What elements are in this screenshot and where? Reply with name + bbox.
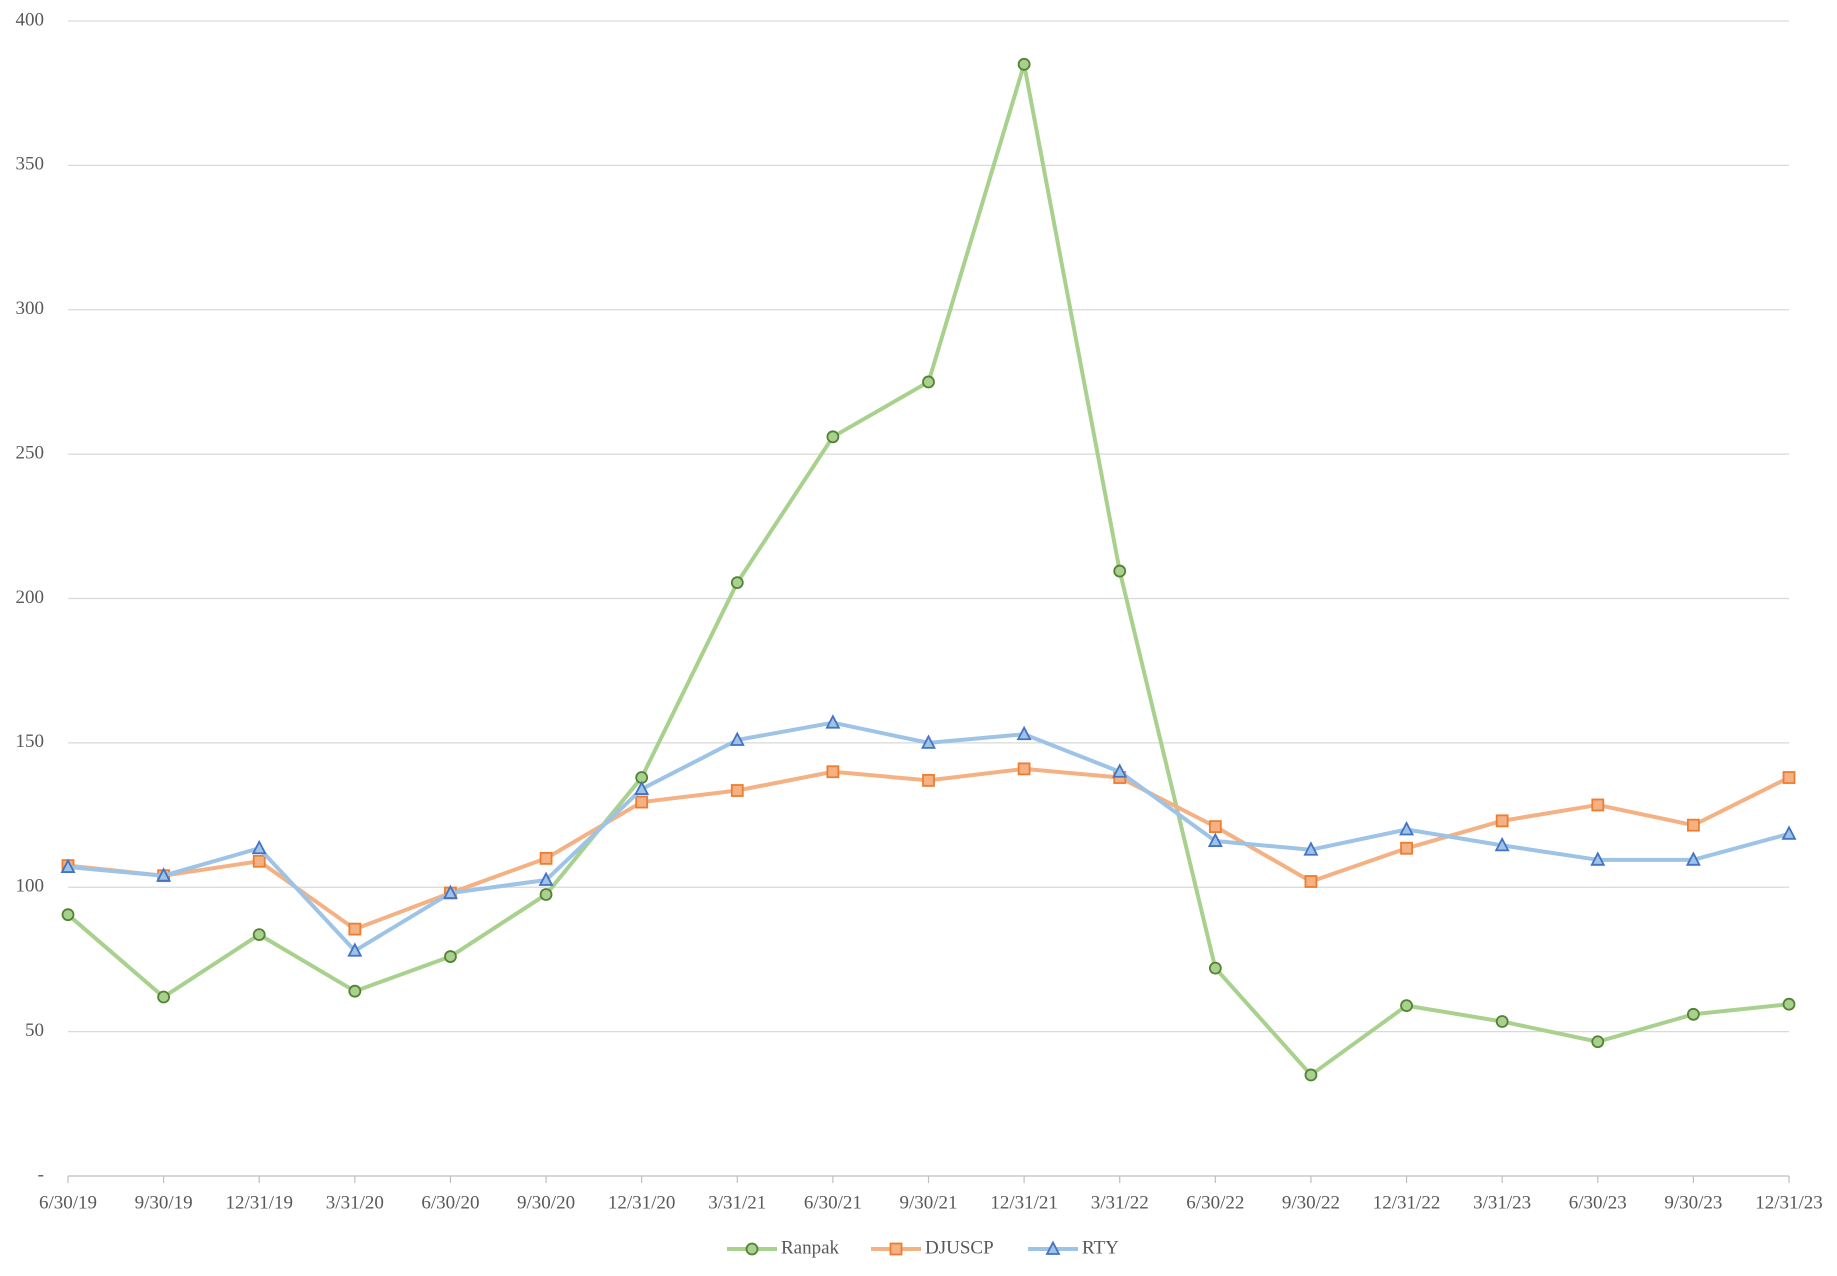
data-point (729, 731, 745, 746)
y-tick-label: 50 (25, 1020, 44, 1041)
data-point (1495, 1015, 1509, 1028)
x-tick-label: 6/30/19 (39, 1192, 97, 1213)
data-point (1207, 832, 1223, 847)
legend-marker (745, 1242, 759, 1256)
data-point (60, 858, 76, 873)
series-line (66, 62, 1790, 1077)
y-tick-label: - (38, 1164, 44, 1185)
data-point (1685, 851, 1701, 866)
data-point (538, 871, 554, 886)
data-point (442, 884, 458, 899)
x-tick-label: 3/31/20 (326, 1192, 384, 1213)
x-tick-label: 6/30/20 (421, 1192, 479, 1213)
legend-label: DJUSCP (925, 1237, 994, 1258)
x-tick-label: 12/31/23 (1755, 1192, 1823, 1213)
data-point (826, 430, 840, 444)
x-tick-label: 9/30/21 (899, 1192, 957, 1213)
data-point (1590, 851, 1606, 866)
data-point (1208, 820, 1222, 834)
data-point (730, 576, 744, 590)
data-point (156, 867, 172, 882)
y-tick-label: 350 (16, 154, 45, 175)
data-point (1304, 875, 1318, 888)
x-tick-label: 12/31/21 (990, 1192, 1058, 1213)
data-point (1494, 836, 1510, 852)
data-point (1112, 763, 1128, 778)
data-point (1208, 961, 1222, 975)
x-tick-label: 9/30/22 (1282, 1192, 1340, 1213)
legend-marker (889, 1242, 903, 1256)
data-point (1303, 841, 1319, 856)
y-tick-label: 400 (16, 9, 45, 30)
data-point (1495, 814, 1509, 828)
y-tick-label: 300 (16, 298, 45, 319)
y-tick-label: 150 (16, 731, 45, 752)
x-tick-label: 3/31/23 (1473, 1192, 1531, 1213)
legend-marker (1045, 1240, 1061, 1255)
data-point (922, 375, 935, 389)
x-tick-label: 3/31/22 (1091, 1192, 1149, 1213)
data-point (252, 854, 266, 868)
data-point (826, 765, 840, 779)
data-point (1782, 997, 1796, 1011)
data-point (1782, 771, 1796, 784)
data-point (1399, 821, 1415, 836)
data-point (1017, 762, 1031, 776)
x-tick-label: 9/30/23 (1664, 1192, 1722, 1213)
x-tick-label: 6/30/22 (1186, 1192, 1244, 1213)
data-point (825, 714, 841, 729)
data-point (444, 950, 457, 963)
data-point (1113, 564, 1127, 578)
x-tick-label: 12/31/22 (1373, 1192, 1441, 1213)
y-tick-label: 200 (16, 587, 45, 608)
y-tick-label: 100 (16, 876, 45, 897)
x-tick-label: 12/31/19 (225, 1192, 293, 1213)
series-line (67, 720, 1790, 953)
x-tick-label: 6/30/21 (804, 1192, 862, 1213)
x-tick-label: 12/31/20 (608, 1192, 676, 1213)
data-point (1400, 999, 1413, 1013)
x-tick-label: 9/30/19 (135, 1192, 193, 1213)
data-point (348, 922, 362, 936)
data-point (61, 908, 75, 922)
data-point (635, 795, 649, 809)
data-point (252, 928, 266, 942)
data-point (157, 990, 171, 1004)
data-point (1400, 841, 1413, 855)
data-point (1591, 1035, 1605, 1049)
data-point (634, 780, 650, 795)
x-tick-label: 3/31/21 (708, 1192, 766, 1213)
data-point (921, 734, 936, 749)
data-point (1591, 798, 1605, 812)
data-point (1686, 818, 1700, 832)
data-point (251, 839, 267, 855)
data-point (922, 774, 935, 787)
data-point (348, 984, 362, 998)
data-point (730, 784, 744, 797)
data-point (1304, 1068, 1318, 1082)
data-point (539, 851, 553, 865)
legend-label: RTY (1082, 1237, 1119, 1258)
x-tick-label: 9/30/20 (517, 1192, 575, 1213)
data-point (539, 888, 553, 901)
data-point (1781, 825, 1797, 840)
data-point (1017, 57, 1031, 71)
legend-label: Ranpak (781, 1237, 840, 1258)
data-point (1016, 725, 1032, 741)
x-tick-label: 6/30/23 (1569, 1192, 1627, 1213)
data-point (347, 942, 363, 957)
data-point (1686, 1007, 1700, 1021)
y-tick-label: 250 (16, 442, 45, 463)
